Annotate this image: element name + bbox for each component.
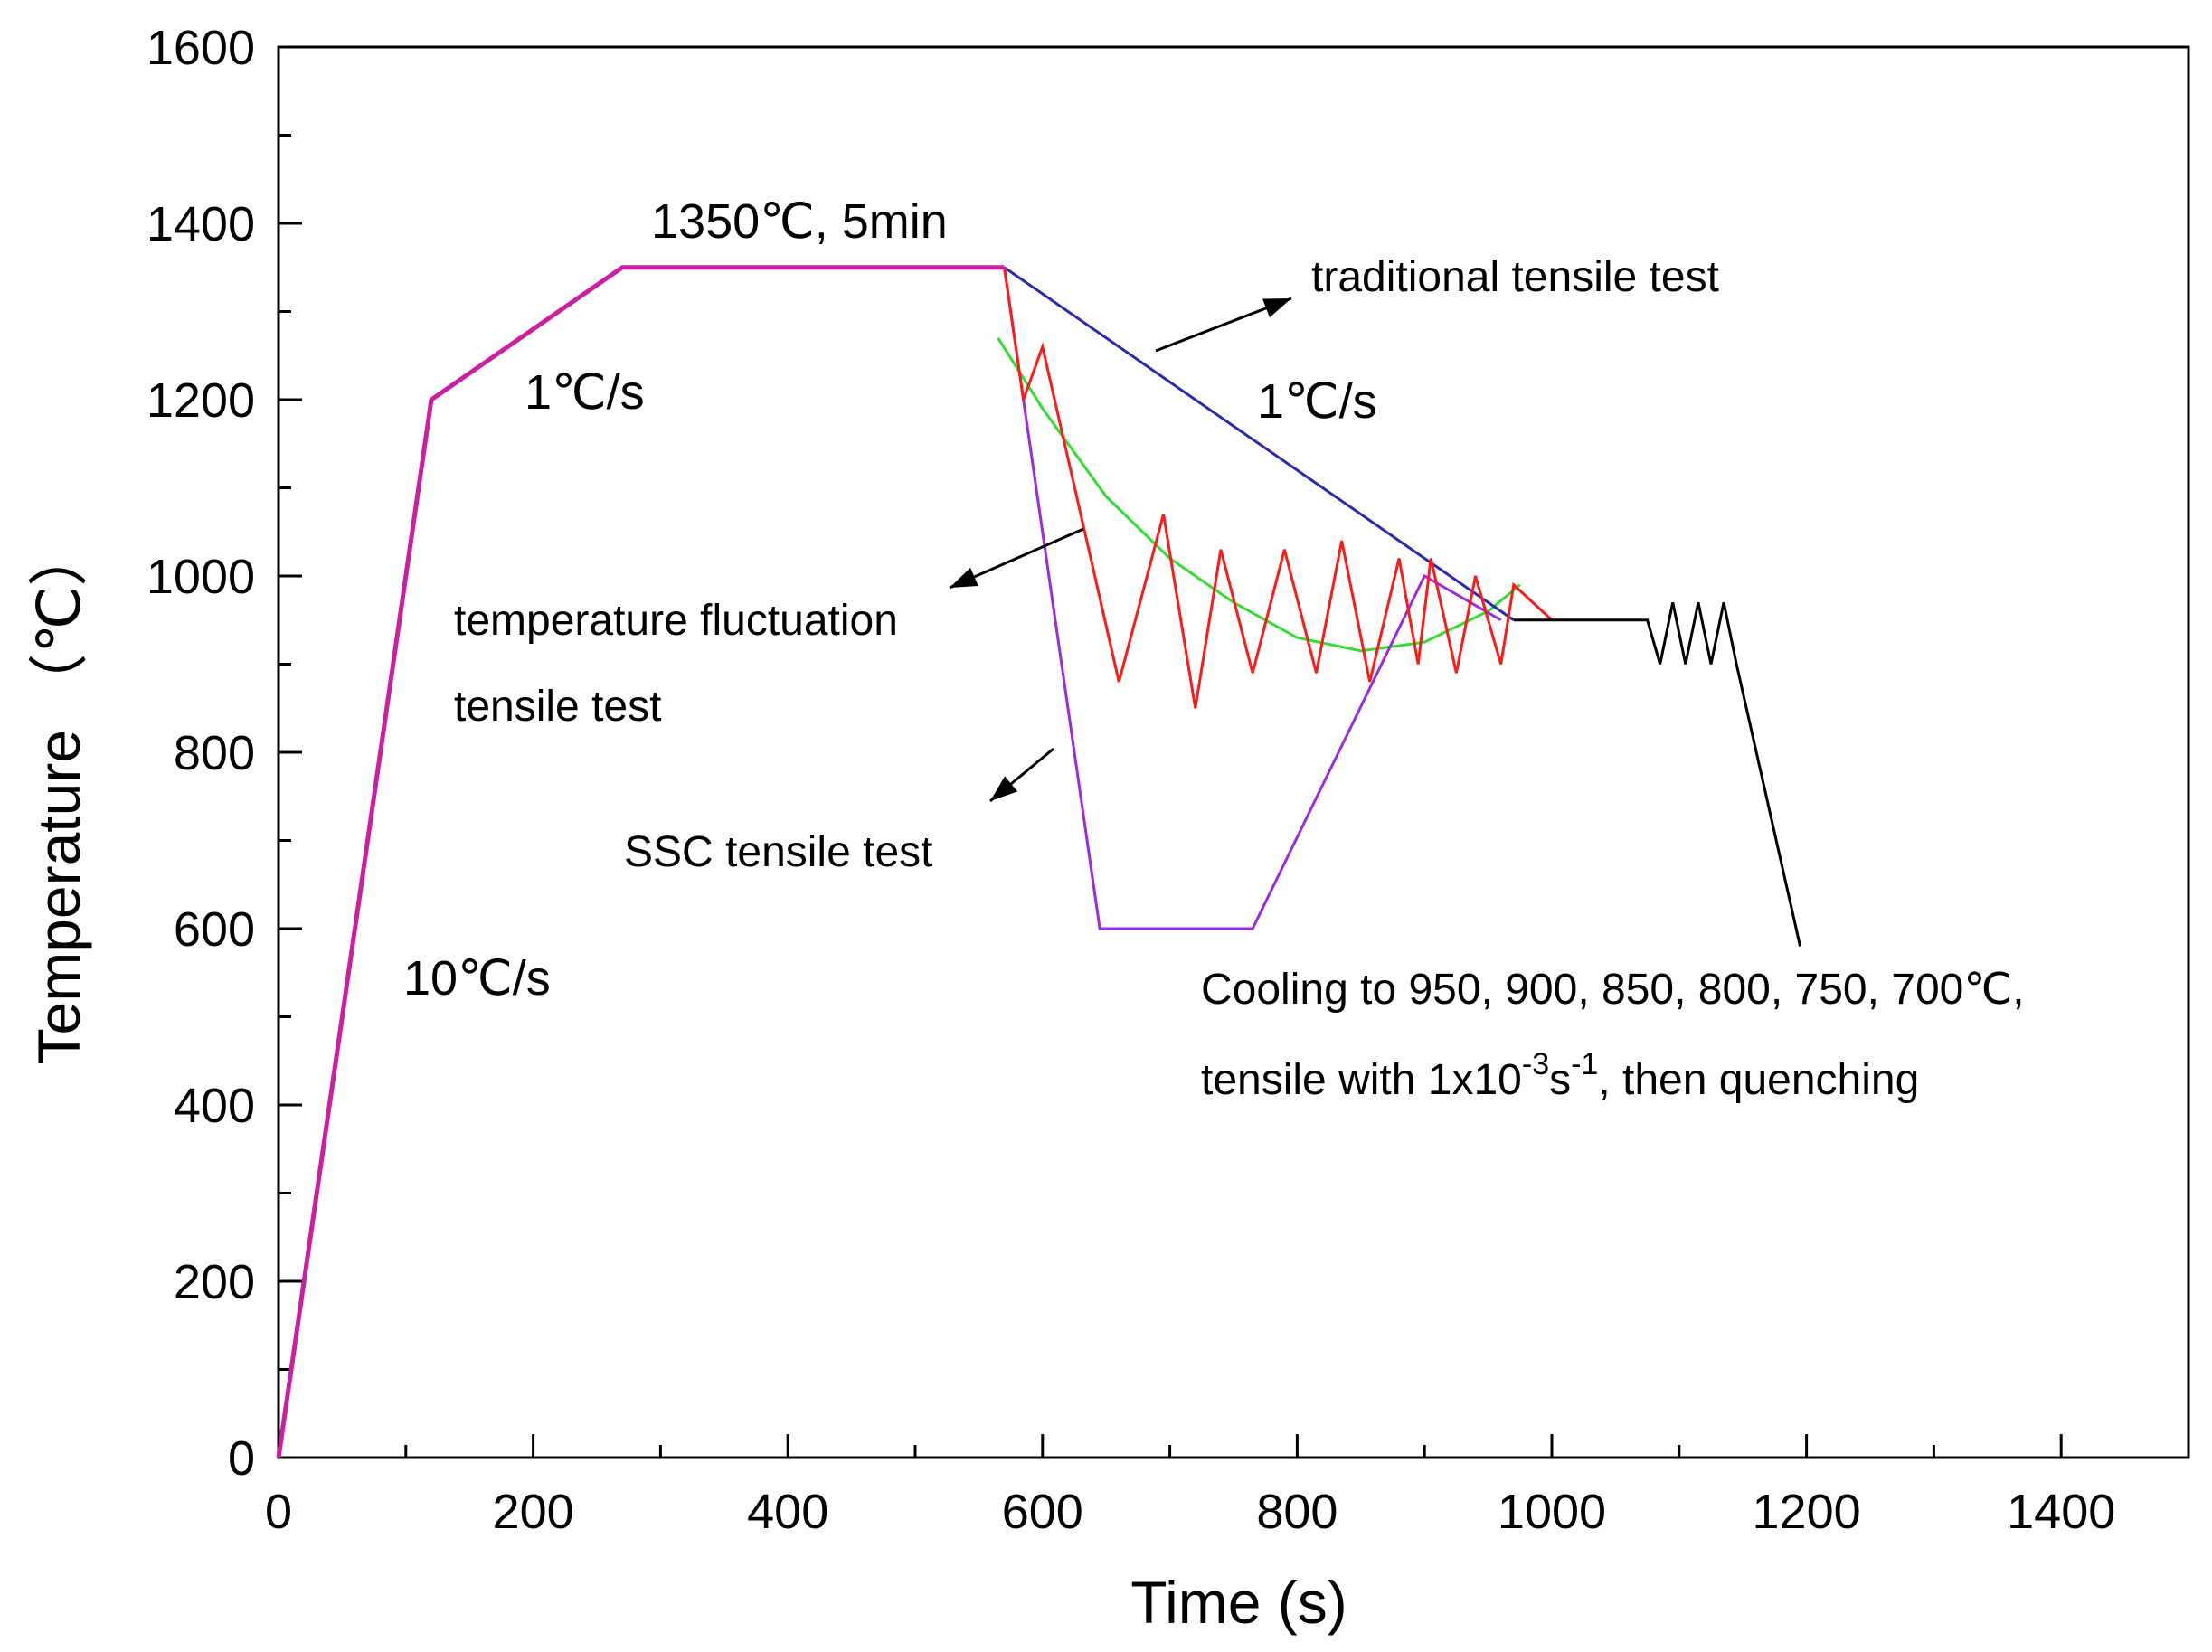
x-axis-title: Time (s) xyxy=(1130,1569,1347,1636)
series-ssc-tensile-test xyxy=(1003,267,1502,930)
cooling-note-line1: Cooling to 950, 900, 850, 800, 750, 700℃… xyxy=(1201,966,2025,1014)
traditional-arrow xyxy=(1155,297,1292,353)
fluctuation-test-label-line1: temperature fluctuation xyxy=(454,597,898,645)
x-tick-label: 1400 xyxy=(2007,1485,2115,1539)
x-tick-label: 1200 xyxy=(1753,1485,1861,1539)
series-traditional-tensile-test xyxy=(1003,266,1515,621)
fluctuation-arrow xyxy=(949,527,1084,590)
traditional-test-label: traditional tensile test xyxy=(1311,253,1719,301)
cooling-note-sup-2: -1 xyxy=(1571,1047,1598,1081)
heating-rate-10-annotation: 10℃/s xyxy=(403,951,551,1005)
plot-frame xyxy=(277,45,2190,1459)
cooling-note-line2: tensile with 1x10-3s-1, then quenching xyxy=(1201,1047,1919,1104)
ssc-test-label: SSC tensile test xyxy=(624,828,932,876)
x-tick-label: 600 xyxy=(1002,1485,1083,1539)
cooling-rate-1-annotation: 1℃/s xyxy=(1257,374,1377,429)
y-tick-label: 1600 xyxy=(147,21,255,75)
y-tick-label: 0 xyxy=(228,1431,255,1486)
y-tick-label: 200 xyxy=(174,1255,255,1309)
cooling-note-part-c: , then quenching xyxy=(1598,1056,1919,1104)
series-group xyxy=(276,265,1802,1458)
y-tick-label: 1400 xyxy=(147,197,255,251)
cooling-note-part-b: s xyxy=(1549,1056,1571,1104)
x-tick-label: 1000 xyxy=(1498,1485,1606,1539)
x-tick-label: 200 xyxy=(493,1485,574,1539)
cooling-note-sup-1: -3 xyxy=(1522,1047,1549,1081)
fluctuation-test-label-line2: tensile test xyxy=(454,683,661,731)
y-axis-title: Temperature （℃） xyxy=(25,527,92,1065)
x-tick-label: 800 xyxy=(1256,1485,1338,1539)
y-tick-label: 600 xyxy=(174,902,255,957)
series-heating xyxy=(276,265,1005,1458)
axes xyxy=(277,45,2190,1459)
x-tick-label: 400 xyxy=(747,1485,828,1539)
ticks: 0 200 400 600 800 1000 1200 1400 0 200 400 600 800 10… xyxy=(147,21,2190,1539)
y-tick-label: 1200 xyxy=(147,373,255,428)
heating-rate-1-annotation: 1℃/s xyxy=(525,365,645,420)
ssc-arrow xyxy=(989,747,1054,803)
y-tick-label: 400 xyxy=(174,1079,255,1133)
cooling-note-part-a: tensile with 1x10 xyxy=(1201,1056,1522,1104)
series-hold-tensile-and-quench xyxy=(1513,601,1802,947)
series-temperature-fluctuation-tensile-test xyxy=(1003,267,1554,709)
y-tick-label: 800 xyxy=(174,726,255,780)
x-tick-label: 0 xyxy=(265,1485,292,1539)
annotation-arrows xyxy=(949,297,1292,803)
y-tick-label: 1000 xyxy=(147,550,255,604)
hold-annotation: 1350℃, 5min xyxy=(651,194,948,249)
